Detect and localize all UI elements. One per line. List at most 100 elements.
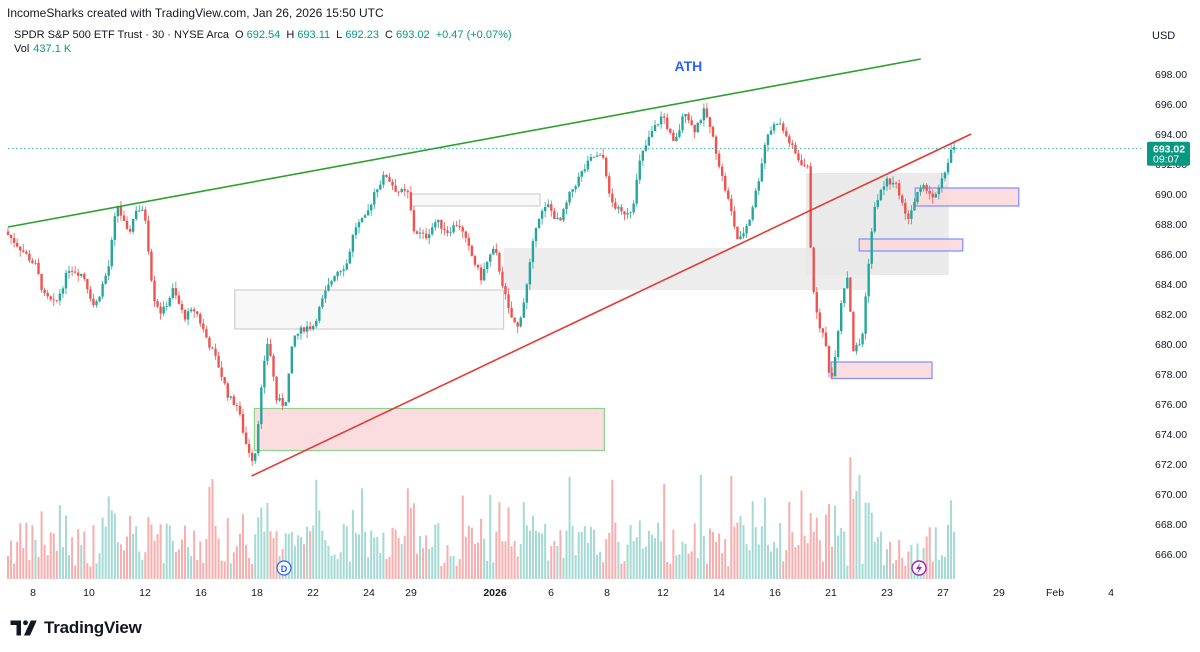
- candle: [406, 188, 410, 199]
- candle: [589, 153, 593, 162]
- candle: [489, 253, 492, 267]
- candle: [345, 259, 348, 271]
- volume-bar: [25, 522, 28, 579]
- volume-bar: [449, 556, 452, 579]
- candle: [357, 219, 361, 234]
- candle: [467, 233, 471, 251]
- candle: [592, 156, 596, 159]
- volume-bar: [223, 561, 226, 579]
- current-price-tag: [1147, 141, 1190, 166]
- low-value: 692.23: [345, 29, 379, 41]
- volume-bar: [577, 532, 580, 579]
- tradingview-logo[interactable]: TradingView: [10, 617, 142, 639]
- volume-bar: [715, 541, 718, 579]
- candle: [498, 251, 501, 275]
- volume-legend[interactable]: Vol 437.1 K: [14, 43, 71, 55]
- candle: [119, 201, 123, 221]
- candle: [250, 449, 254, 466]
- candle: [937, 184, 941, 200]
- volume-bar: [461, 495, 464, 579]
- candle: [733, 206, 736, 230]
- candle: [110, 237, 113, 270]
- volume-bar: [806, 543, 809, 579]
- candle: [431, 223, 434, 236]
- volume-bar: [821, 561, 824, 579]
- candle: [83, 272, 86, 281]
- candle: [464, 230, 467, 243]
- volume-bar: [248, 557, 251, 579]
- candle: [254, 453, 257, 464]
- candle: [104, 272, 107, 285]
- candle: [882, 180, 886, 196]
- volume-bar: [644, 546, 647, 579]
- candle: [12, 232, 16, 248]
- volume-bar: [153, 540, 156, 579]
- volume-bar: [541, 533, 544, 579]
- candle: [138, 205, 141, 212]
- volume-bar: [763, 497, 766, 579]
- volume-bar: [580, 532, 583, 579]
- candle: [452, 221, 455, 234]
- trendline-layer: [7, 58, 1141, 477]
- candle: [769, 126, 773, 136]
- candle: [211, 346, 214, 349]
- volume-bar: [818, 540, 821, 579]
- candle: [714, 135, 718, 160]
- volume-bar: [504, 541, 507, 579]
- volume-bar: [678, 554, 681, 579]
- x-axis[interactable]: 8 10 12 16 18 22 24 29 2026 6 8 12 14 16 21 23 27 29 Feb 4: [30, 587, 1114, 599]
- candle: [894, 181, 898, 189]
- x-tick-label: 29: [993, 587, 1005, 599]
- volume-bar: [702, 535, 705, 579]
- x-tick-label: 4: [1108, 587, 1114, 599]
- volume-bar: [229, 563, 232, 579]
- candle: [791, 139, 794, 149]
- volume-bar: [260, 507, 263, 579]
- candle: [748, 219, 751, 227]
- volume-bar: [892, 563, 895, 579]
- volume-bar: [272, 537, 275, 579]
- volume-bar: [397, 538, 400, 579]
- candle: [864, 292, 867, 340]
- volume-bar: [599, 551, 602, 579]
- volume-bar: [803, 535, 806, 579]
- candle: [644, 139, 648, 153]
- volume-bar: [235, 546, 238, 579]
- volume-bar: [162, 563, 165, 579]
- zones-layer: [234, 173, 1020, 452]
- candle: [22, 243, 25, 253]
- candle: [629, 211, 632, 219]
- volume-bar: [394, 529, 397, 579]
- volume-bar: [510, 546, 513, 579]
- x-tick-label: 8: [604, 587, 610, 599]
- volume-bar: [602, 562, 605, 579]
- volume-bar: [92, 525, 95, 579]
- candle: [275, 376, 278, 404]
- candle: [904, 198, 907, 220]
- candle: [659, 111, 663, 129]
- candle: [388, 173, 391, 182]
- candle: [321, 294, 324, 310]
- currency-label[interactable]: USD: [1152, 30, 1176, 42]
- volume-bar: [953, 531, 956, 579]
- volume-bar: [49, 532, 52, 579]
- volume-bar: [382, 532, 385, 579]
- volume-bar: [657, 522, 660, 579]
- volume-bar: [321, 530, 324, 579]
- volume-bar: [458, 559, 461, 579]
- candle: [58, 289, 62, 306]
- candle: [98, 296, 101, 303]
- candle: [934, 192, 938, 199]
- symbol-name[interactable]: SPDR S&P 500 ETF Trust · 30 · NYSE Arca: [14, 29, 229, 41]
- candle: [650, 126, 654, 139]
- y-axis[interactable]: 666.00 668.00 670.00 672.00 674.00 676.00 678.…: [1147, 69, 1190, 561]
- volume-bar: [159, 524, 162, 579]
- volume-bar: [611, 479, 614, 579]
- volume-bar: [498, 502, 501, 579]
- candle: [675, 132, 678, 142]
- candle: [153, 275, 156, 308]
- symbol-legend[interactable]: SPDR S&P 500 ETF Trust · 30 · NYSE Arca …: [14, 29, 515, 41]
- candle: [101, 280, 104, 300]
- candle: [461, 225, 464, 239]
